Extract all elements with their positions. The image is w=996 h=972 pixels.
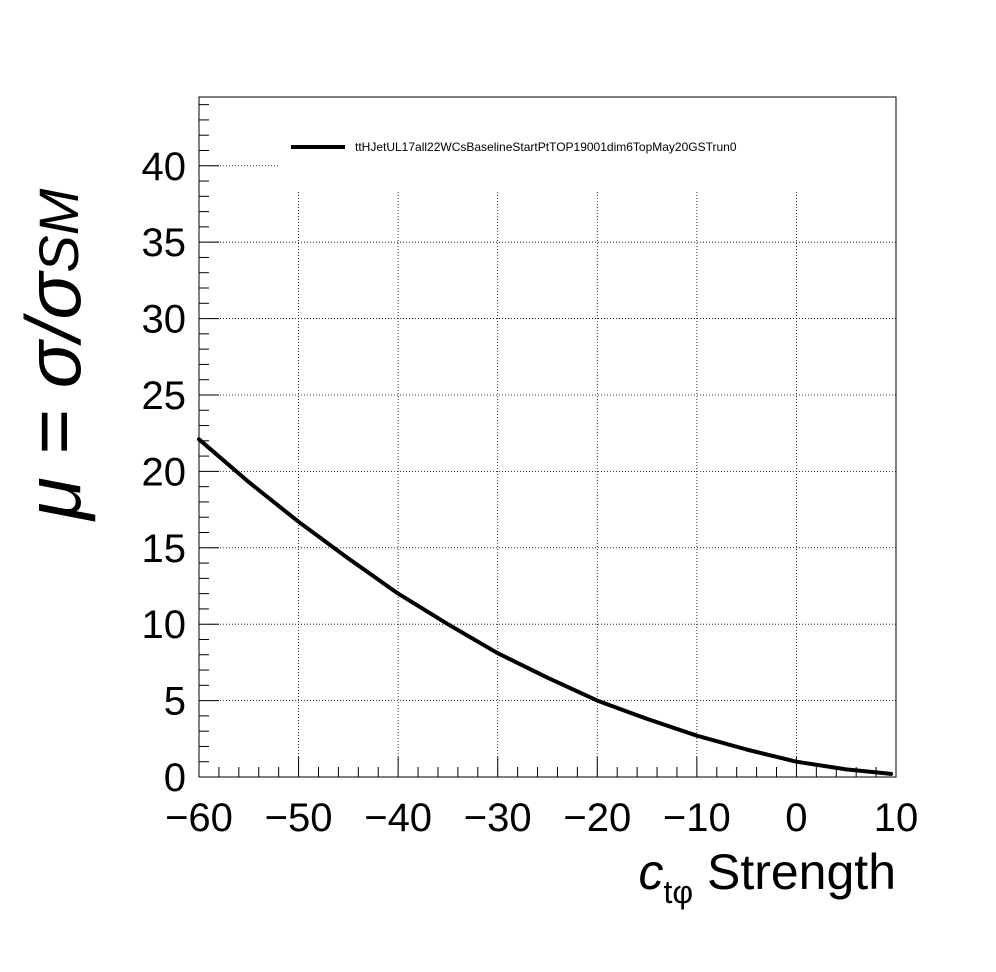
legend-label: ttHJetUL17all22WCsBaselineStartPtTOP1900… bbox=[355, 140, 737, 154]
x-tick-label: −20 bbox=[563, 796, 631, 840]
y-tick-label: 10 bbox=[142, 603, 187, 647]
series-lines bbox=[197, 437, 893, 776]
x-tick-label: −40 bbox=[364, 796, 432, 840]
y-tick-label: 20 bbox=[142, 450, 187, 494]
y-axis-title: μ = σ/σSM bbox=[9, 188, 97, 522]
y-tick-labels: 0 5 10 15 20 25 30 35 40 bbox=[142, 145, 187, 800]
x-axis-title: ctφ Strength bbox=[638, 844, 896, 910]
axis-ticks bbox=[198, 104, 897, 778]
x-tick-labels: −60 −50 −40 −30 −20 −10 0 10 bbox=[165, 796, 918, 840]
grid bbox=[199, 165, 896, 777]
y-tick-label: 15 bbox=[142, 527, 187, 571]
x-tick-label: 10 bbox=[874, 796, 919, 840]
y-tick-label: 35 bbox=[142, 221, 187, 265]
x-tick-label: −50 bbox=[265, 796, 333, 840]
x-tick-label: −10 bbox=[663, 796, 731, 840]
legend: ttHJetUL17all22WCsBaselineStartPtTOP1900… bbox=[291, 140, 737, 154]
y-tick-label: 5 bbox=[164, 680, 186, 724]
plot-frame bbox=[198, 96, 897, 778]
y-tick-label: 0 bbox=[164, 756, 186, 800]
x-tick-label: 0 bbox=[785, 796, 807, 840]
x-tick-label: −30 bbox=[464, 796, 532, 840]
y-tick-label: 40 bbox=[142, 145, 187, 189]
y-tick-label: 30 bbox=[142, 298, 187, 342]
x-tick-label: −60 bbox=[165, 796, 233, 840]
series-line bbox=[197, 437, 893, 776]
y-tick-label: 25 bbox=[142, 374, 187, 418]
